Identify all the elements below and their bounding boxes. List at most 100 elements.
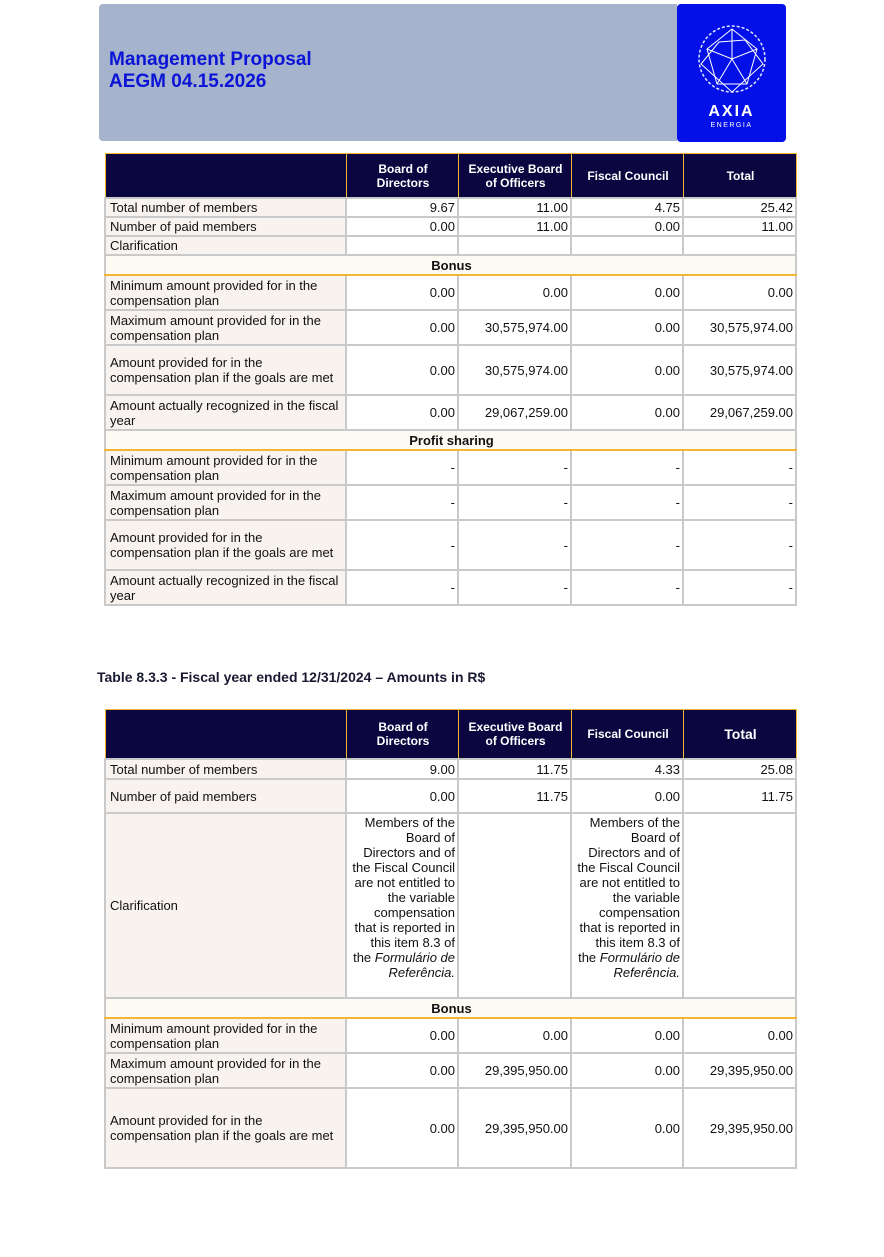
header-row: Board of Directors Executive Board of Off…: [104, 153, 797, 198]
value-cell: 0.00: [345, 308, 459, 346]
data-row: Maximum amount provided for in the compe…: [104, 308, 797, 346]
empty-cell: [682, 234, 797, 256]
header-banner: Management Proposal AEGM 04.15.2026: [99, 4, 677, 141]
value-cell: -: [682, 448, 797, 486]
data-table: Board of Directors Executive Board of Off…: [104, 153, 797, 606]
logo-subtitle: ENERGIA: [710, 122, 753, 129]
value-cell: 0.00: [570, 308, 684, 346]
value-cell: 0.00: [345, 1086, 459, 1169]
column-header: Executive Board of Officers: [457, 153, 572, 198]
row-label: Clarification: [104, 234, 347, 256]
value-cell: 11.00: [457, 196, 572, 218]
empty-cell: [570, 234, 684, 256]
value-cell: 0.00: [345, 1051, 459, 1089]
value-cell: -: [457, 448, 572, 486]
row-label: Amount provided for in the compensation …: [104, 518, 347, 571]
data-row: Maximum amount provided for in the compe…: [104, 1051, 797, 1089]
section-title: Profit sharing: [104, 428, 797, 451]
data-row: Amount actually recognized in the fiscal…: [104, 568, 797, 606]
value-cell: 0.00: [570, 343, 684, 396]
column-header: Board of Directors: [345, 709, 459, 759]
value-cell: 29,395,950.00: [457, 1051, 572, 1089]
row-label: Minimum amount provided for in the compe…: [104, 1016, 347, 1054]
logo: AXIA ENERGIA: [677, 4, 786, 142]
value-cell: 4.75: [570, 196, 684, 218]
column-header: Board of Directors: [345, 153, 459, 198]
row-label: Minimum amount provided for in the compe…: [104, 273, 347, 311]
clarification-emphasis: Formulário de Referência.: [599, 949, 680, 980]
value-cell: -: [457, 568, 572, 606]
clarification-emphasis: Formulário de Referência.: [374, 949, 455, 980]
value-cell: 25.42: [682, 196, 797, 218]
value-cell: -: [570, 483, 684, 521]
row-label: Amount actually recognized in the fiscal…: [104, 568, 347, 606]
value-cell: -: [345, 448, 459, 486]
value-cell: 11.75: [682, 777, 797, 814]
row-label: Amount provided for in the compensation …: [104, 1086, 347, 1169]
data-row: Minimum amount provided for in the compe…: [104, 1016, 797, 1054]
value-cell: 11.75: [457, 777, 572, 814]
column-header: Total: [682, 709, 797, 759]
value-cell: 29,067,259.00: [682, 393, 797, 431]
value-cell: 25.08: [682, 757, 797, 780]
data-row: Clarification Members of the Board of Dir…: [104, 811, 797, 999]
value-cell: -: [345, 518, 459, 571]
value-cell: 0.00: [570, 393, 684, 431]
section-title: Bonus: [104, 253, 797, 276]
title-line: Management Proposal: [109, 49, 312, 70]
value-cell: 29,395,950.00: [457, 1086, 572, 1169]
data-row: Amount provided for in the compensation …: [104, 518, 797, 571]
table-caption: Table 8.3.3 - Fiscal year ended 12/31/20…: [97, 669, 486, 685]
row-label: Maximum amount provided for in the compe…: [104, 308, 347, 346]
row-label: Number of paid members: [104, 215, 347, 237]
row-label: Maximum amount provided for in the compe…: [104, 483, 347, 521]
value-cell: -: [570, 448, 684, 486]
value-cell: -: [570, 568, 684, 606]
clarification-cell: Members of the Board of Directors and of…: [570, 811, 684, 999]
value-cell: -: [345, 483, 459, 521]
value-cell: 0.00: [570, 273, 684, 311]
value-cell: 0.00: [682, 1016, 797, 1054]
data-row: Amount actually recognized in the fiscal…: [104, 393, 797, 431]
data-row: Amount provided for in the compensation …: [104, 1086, 797, 1169]
value-cell: -: [570, 518, 684, 571]
row-label: Amount provided for in the compensation …: [104, 343, 347, 396]
value-cell: 9.67: [345, 196, 459, 218]
column-header: Total: [682, 153, 797, 198]
value-cell: 30,575,974.00: [457, 308, 572, 346]
value-cell: 11.75: [457, 757, 572, 780]
value-cell: 30,575,974.00: [682, 308, 797, 346]
value-cell: 0.00: [570, 1086, 684, 1169]
value-cell: 0.00: [345, 1016, 459, 1054]
value-cell: -: [682, 518, 797, 571]
data-row: Clarification: [104, 234, 797, 256]
row-label: Amount actually recognized in the fiscal…: [104, 393, 347, 431]
value-cell: -: [457, 483, 572, 521]
clarification-text: Members of the Board of Directors and of…: [577, 814, 680, 965]
row-label: Total number of members: [104, 196, 347, 218]
empty-cell: [682, 811, 797, 999]
data-table: Board of Directors Executive Board of Off…: [104, 709, 797, 1169]
value-cell: 0.00: [345, 343, 459, 396]
value-cell: 30,575,974.00: [682, 343, 797, 396]
empty-cell: [345, 234, 459, 256]
header-cell: [104, 709, 347, 759]
header-cell: [104, 153, 347, 198]
column-header: Fiscal Council: [570, 709, 684, 759]
data-row: Number of paid members 0.00 11.75 0.00 11.75: [104, 777, 797, 814]
value-cell: 4.33: [570, 757, 684, 780]
empty-cell: [457, 234, 572, 256]
column-header: Executive Board of Officers: [457, 709, 572, 759]
value-cell: 0.00: [682, 273, 797, 311]
row-label: Total number of members: [104, 757, 347, 780]
value-cell: 30,575,974.00: [457, 343, 572, 396]
column-header: Fiscal Council: [570, 153, 684, 198]
value-cell: 29,067,259.00: [457, 393, 572, 431]
value-cell: 29,395,950.00: [682, 1086, 797, 1169]
value-cell: 0.00: [345, 393, 459, 431]
row-label: Minimum amount provided for in the compe…: [104, 448, 347, 486]
value-cell: -: [457, 518, 572, 571]
row-label: Number of paid members: [104, 777, 347, 814]
data-row: Minimum amount provided for in the compe…: [104, 448, 797, 486]
value-cell: 11.00: [457, 215, 572, 237]
